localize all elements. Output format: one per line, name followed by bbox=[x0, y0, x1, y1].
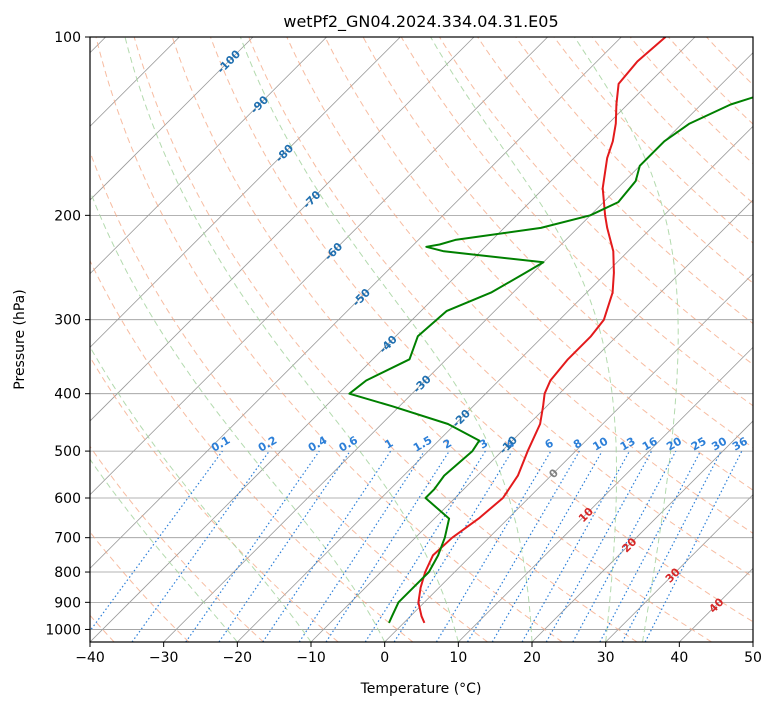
x-tick-label: 40 bbox=[670, 650, 688, 666]
x-tick-label: 0 bbox=[380, 650, 389, 666]
y-tick-label: 500 bbox=[54, 444, 81, 460]
y-axis-label: Pressure (hPa) bbox=[12, 289, 28, 389]
x-tick-label: 20 bbox=[523, 650, 541, 666]
x-tick-label: −20 bbox=[223, 650, 253, 666]
x-tick-label: 10 bbox=[449, 650, 467, 666]
y-tick-label: 100 bbox=[54, 30, 81, 46]
x-tick-label: 30 bbox=[597, 650, 615, 666]
x-tick-label: −30 bbox=[149, 650, 179, 666]
y-tick-label: 700 bbox=[54, 531, 81, 547]
y-tick-label: 800 bbox=[54, 565, 81, 581]
y-tick-label: 1000 bbox=[45, 622, 81, 638]
x-tick-label: −40 bbox=[75, 650, 105, 666]
x-tick-label: −10 bbox=[296, 650, 326, 666]
y-tick-label: 200 bbox=[54, 208, 81, 224]
y-tick-label: 600 bbox=[54, 491, 81, 507]
y-tick-label: 400 bbox=[54, 387, 81, 403]
y-tick-label: 300 bbox=[54, 313, 81, 329]
x-axis-label: Temperature (°C) bbox=[360, 681, 482, 697]
x-tick-label: 50 bbox=[744, 650, 762, 666]
y-tick-label: 900 bbox=[54, 595, 81, 611]
chart-title: wetPf2_GN04.2024.334.04.31.E05 bbox=[283, 12, 558, 32]
